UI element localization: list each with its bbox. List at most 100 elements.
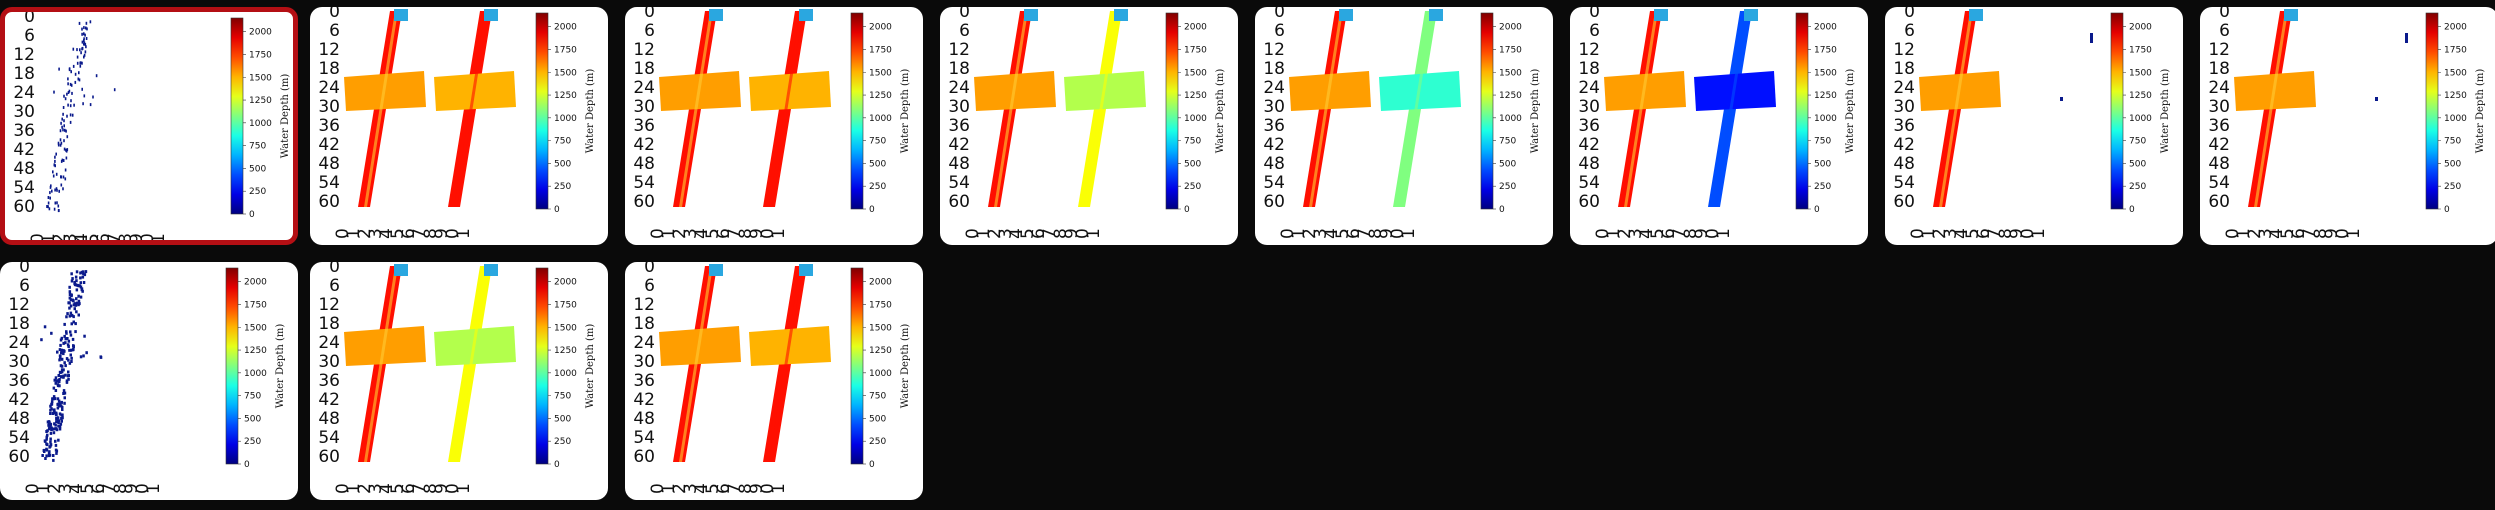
depth-cell [71,337,75,341]
colorbar-tick-label: 1250 [554,91,577,101]
x-tick-label: 8 [2311,228,2331,239]
colorbar-tick-label: 750 [244,392,261,402]
depth-cell [67,358,70,362]
y-tick-label: 18 [948,59,970,79]
x-tick-label: 9 [127,233,147,244]
y-tick-label: 42 [1263,135,1285,155]
thumbnail-6[interactable]: 0 6 12 18 24 30 36 42 48 54 60 0 1 2 3 4 5 6 7 8 9 0 1 0 250 500 7… [1570,7,1868,245]
depth-cell [48,207,51,211]
x-tick-label: 4 [1637,228,1657,239]
colorbar-tick-label: 750 [1184,137,1201,147]
plume-core [364,266,398,462]
depth-cell [56,384,60,388]
colorbar-tick-label: 2000 [244,278,267,288]
y-tick-label: 42 [633,135,655,155]
depth-cell [83,334,86,338]
depth-cell [64,97,67,101]
depth-cell [95,74,98,78]
depth-cell [85,45,87,49]
depth-cell [70,279,74,283]
y-tick-label: 42 [318,135,340,155]
depth-cell [54,423,57,427]
thumbnail-11[interactable]: 0 6 12 18 24 30 36 42 48 54 60 0 1 2 3 4 5 6 7 8 9 0 1 0 250 500 7… [625,262,923,500]
x-tick-label: 1 [39,233,59,244]
thumbnail-1[interactable]: 0 6 12 18 24 30 36 42 48 54 60 0 1 2 3 4 5 6 7 8 9 0 1 0 250 500 7… [0,7,298,245]
depth-cell [57,143,60,147]
depth-cell [66,114,68,118]
depth-cell [62,106,65,109]
depth-cell [60,141,63,145]
depth-cell [62,175,65,179]
y-tick-label: 18 [1263,59,1285,79]
colorbar-tick-label: 1250 [1814,91,1837,101]
y-tick-label: 42 [2208,135,2230,155]
x-tick-label: 0 [648,228,668,239]
thumbnail-4[interactable]: 0 6 12 18 24 30 36 42 48 54 60 0 1 2 3 4 5 6 7 8 9 0 1 0 250 500 7… [940,7,1238,245]
plume-tip [1654,9,1668,21]
depth-cell [54,188,56,192]
depth-cell [81,87,83,91]
colorbar-tick-label: 1500 [2129,68,2152,78]
colorbar-label: Water Depth (m) [1530,69,1541,154]
colorbar-tick-label: 1250 [2129,91,2152,101]
depth-cell [81,61,83,65]
depth-cell [99,355,102,359]
depth-cell [58,189,60,193]
depth-cell [68,314,72,318]
thumbnail-10[interactable]: 0 6 12 18 24 30 36 42 48 54 60 0 1 2 3 4 5 6 7 8 9 0 1 0 250 500 7… [310,262,608,500]
depth-cell [70,70,72,74]
depth-cell [80,51,82,55]
depth-cell [2375,97,2378,101]
depth-cell [76,48,78,52]
colorbar-tick-label: 250 [1184,182,1201,192]
colorbar-tick-label: 1500 [869,68,892,78]
x-tick-label: 0 [333,483,353,494]
thumbnail-2[interactable]: 0 6 12 18 24 30 36 42 48 54 60 0 1 2 3 4 5 6 7 8 9 0 1 0 250 500 7… [310,7,608,245]
plot-area [659,9,831,207]
depth-cell [66,135,69,139]
thumbnail-5[interactable]: 0 6 12 18 24 30 36 42 48 54 60 0 1 2 3 4 5 6 7 8 9 0 1 0 250 500 7… [1255,7,1553,245]
depth-cell [75,270,79,274]
x-tick-label: 3 [61,233,81,244]
depth-cell [57,419,61,423]
y-tick-label: 24 [2208,78,2230,98]
thumbnail-9[interactable]: 0 6 12 18 24 30 36 42 48 54 60 0 1 2 3 4 5 6 7 8 9 0 1 0 250 500 7… [0,262,298,500]
x-tick-label: 9 [1062,228,1082,239]
y-tick-label: 60 [1578,192,1600,212]
depth-cell [73,282,76,286]
colorbar-tick-label: 2000 [2129,23,2152,33]
plume-tip [1114,9,1128,21]
depth-cell [52,397,55,401]
depth-cell [72,303,76,307]
depth-cell [74,72,77,76]
x-tick-label: 4 [377,483,397,494]
plume-tip [484,9,498,21]
depth-cell [74,303,78,307]
colorbar-tick-label: 0 [1184,205,1190,215]
depth-cell [72,64,75,68]
x-tick-label: 0 [963,228,983,239]
thumbnail-7[interactable]: 0 6 12 18 24 30 36 42 48 54 60 0 1 2 3 4 5 6 7 8 9 0 1 0 250 500 7… [1885,7,2183,245]
x-tick-label: 7 [1355,228,1375,239]
colorbar-tick-label: 1000 [554,369,577,379]
depth-cell [65,380,69,384]
x-tick-label: 7 [1985,228,2005,239]
depth-cell [73,307,76,311]
depth-cell [55,451,58,455]
depth-cell [75,310,78,314]
depth-cell [54,381,57,385]
y-tick-label: 0 [329,7,340,22]
x-tick-label: 4 [1007,228,1027,239]
depth-cell [55,417,58,420]
depth-cell [57,402,60,406]
plume-tip [394,9,408,21]
thumbnail-8[interactable]: 0 6 12 18 24 30 36 42 48 54 60 0 1 2 3 4 5 6 7 8 9 0 1 0 250 500 7… [2200,7,2495,245]
depth-cell [84,50,87,54]
depth-cell [92,95,94,99]
colorbar-tick-label: 1000 [869,369,892,379]
x-tick-label: 1 [2029,228,2049,239]
y-tick-label: 54 [633,173,655,193]
y-tick-label: 42 [1893,135,1915,155]
depth-cell [46,433,49,437]
thumbnail-3[interactable]: 0 6 12 18 24 30 36 42 48 54 60 0 1 2 3 4 5 6 7 8 9 0 1 0 250 500 7… [625,7,923,245]
